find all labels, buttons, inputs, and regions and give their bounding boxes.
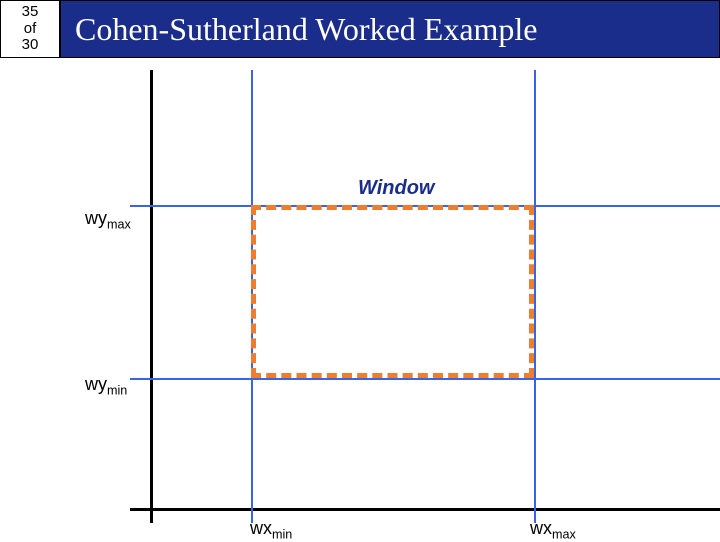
grid-hline [130,378,720,380]
x-axis [130,508,720,511]
y-axis [150,70,153,523]
wx-max-label: wxmax [530,518,576,542]
grid-vline [534,70,536,523]
wx-min-label: wxmin [250,518,292,542]
diagram-area: Window wymax wymin wxmin wxmax [0,58,720,540]
title-bar: Cohen-Sutherland Worked Example [60,0,720,58]
clip-window-rect [251,205,534,378]
page-of: of [24,21,37,38]
wy-min-label: wymin [85,374,127,398]
slide-title: Cohen-Sutherland Worked Example [75,11,538,48]
slide-header: 35 of 30 Cohen-Sutherland Worked Example [0,0,720,58]
page-current: 35 [22,4,39,21]
page-counter: 35 of 30 [0,0,60,58]
page-total: 30 [22,37,39,54]
window-label: Window [358,177,434,200]
wy-max-label: wymax [85,208,131,232]
